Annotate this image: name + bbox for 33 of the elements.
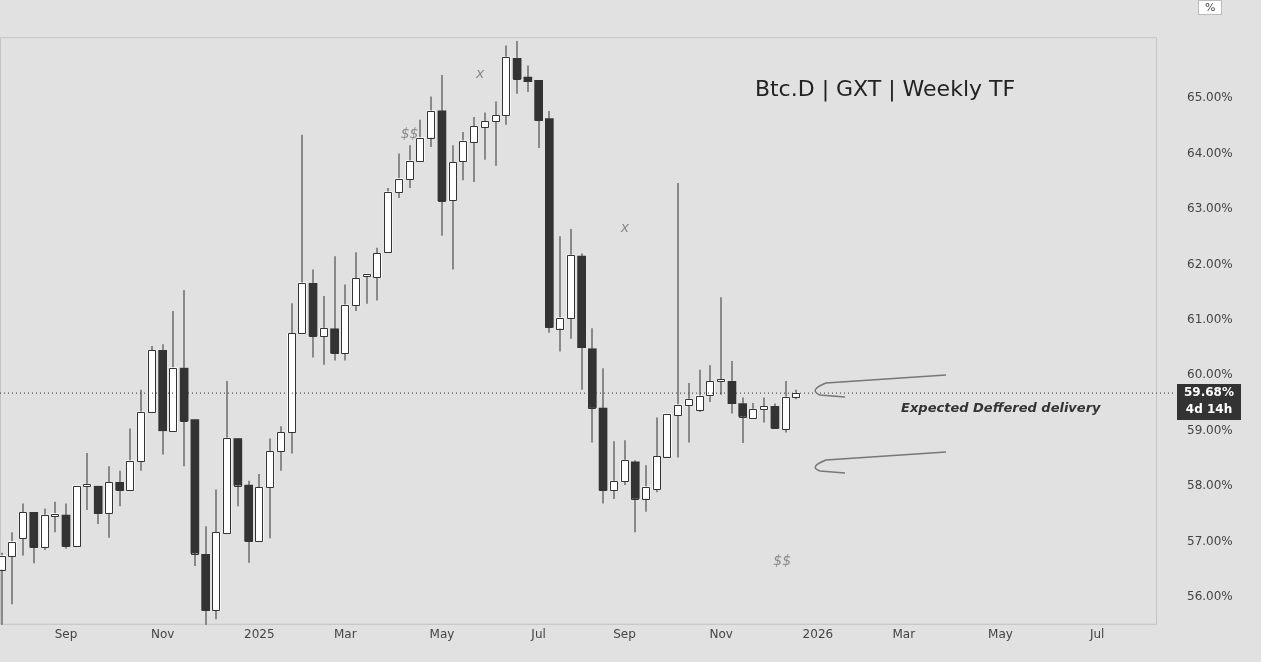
y-tick-label: 56.00% [1187,589,1233,604]
x-tick-label: Mar [892,627,916,642]
text: Btc.D | GXT | Weekly TF [753,76,1017,101]
y-tick-label: 58.00% [1187,478,1233,493]
x-tick-label: Mar [333,627,357,642]
annotation: Expected Deffered delivery [901,399,1102,415]
annotation: x [619,219,630,236]
y-tick-label: 62.00% [1187,256,1233,271]
x-tick-label: 2025 [244,627,275,642]
x-tick-label: May [988,627,1013,642]
y-tick-label: 64.00% [1187,145,1233,160]
y-tick-label: 59.00% [1187,422,1233,437]
y-tick-label: 57.00% [1187,533,1233,548]
y-axis-title: % [1198,0,1223,15]
x-tick-label: Sep [54,627,78,642]
x-tick-label: Nov [150,627,175,642]
y-tick-label: 61.00% [1187,312,1233,327]
candlestick [362,273,372,304]
ref-line-label: 59.68% [1184,385,1234,400]
annotation: $$ [773,551,792,568]
x-tick-label: Jul [1088,627,1105,642]
candlestick [83,452,92,511]
x-tick-label: Jul [530,627,546,642]
x-tick-label: 2026 [802,627,834,642]
annotation: x [475,65,486,82]
y-tick-label: 63.00% [1187,201,1233,216]
text: 4d 14h [1185,402,1233,417]
y-tick-label: 65.00% [1187,90,1233,105]
annotation: $$ [400,125,419,142]
x-tick-label: Sep [613,627,636,642]
y-tick-label: 60.00% [1187,367,1233,382]
x-tick-label: Nov [709,627,733,642]
x-tick-label: May [429,627,455,642]
